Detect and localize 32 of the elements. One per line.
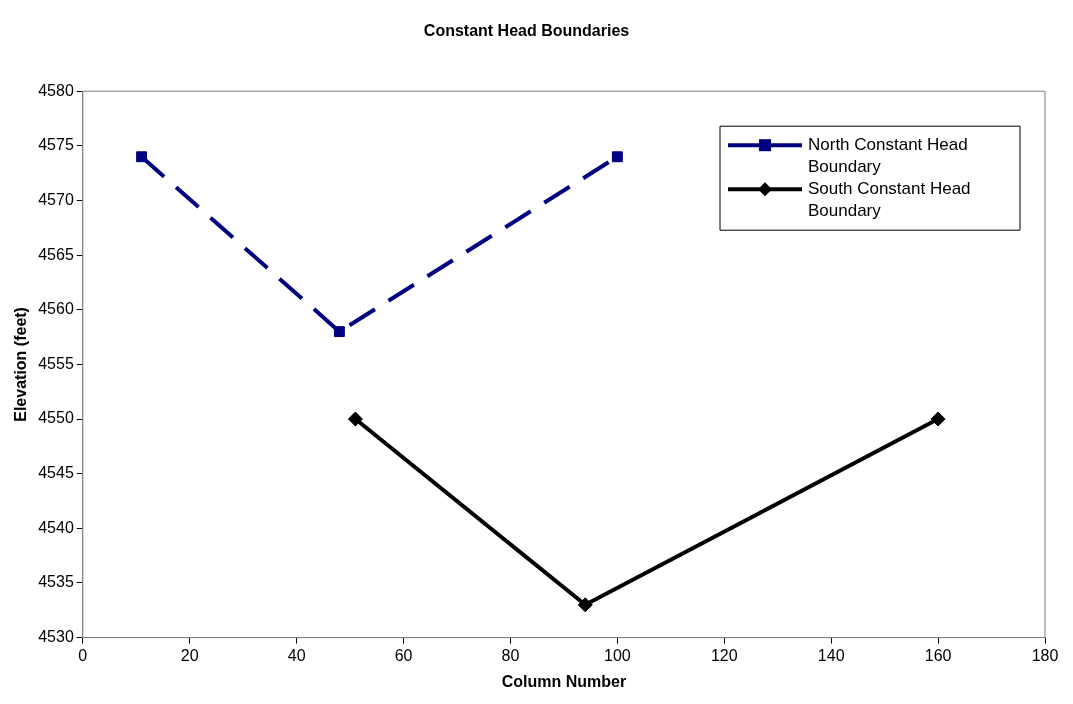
y-tick-label: 4570 <box>38 190 74 208</box>
x-tick-label: 160 <box>924 646 952 664</box>
x-tick-label: 40 <box>287 646 306 664</box>
y-tick-label: 4575 <box>38 136 74 154</box>
y-tick-label: 4560 <box>38 300 74 318</box>
y-tick-label: 4545 <box>38 464 74 482</box>
y-tick-label: 4550 <box>38 409 74 427</box>
point <box>930 411 946 427</box>
x-tick-label: 100 <box>604 646 631 664</box>
y-tick-label: 4555 <box>38 354 74 372</box>
legend-label: South Constant Head Boundary <box>808 178 971 220</box>
y-tick-label: 4530 <box>38 628 74 646</box>
point <box>611 151 623 163</box>
y-axis-title: Elevation (feet) <box>12 307 30 422</box>
x-tick-label: 180 <box>1031 646 1059 664</box>
x-tick-label: 0 <box>78 646 88 664</box>
x-tick-label: 20 <box>180 646 199 664</box>
y-tick-label: 4580 <box>38 81 74 99</box>
x-tick-label: 80 <box>501 646 520 664</box>
legend-label: North Constant Head Boundary <box>808 134 968 176</box>
y-tick-label: 4535 <box>38 573 74 591</box>
x-tick-label: 60 <box>394 646 413 664</box>
point <box>136 151 148 163</box>
point <box>347 411 363 427</box>
y-tick-label: 4565 <box>38 245 74 263</box>
point <box>577 597 593 613</box>
x-tick-label: 120 <box>710 646 738 664</box>
point <box>333 326 345 338</box>
x-axis-title: Column Number <box>501 672 627 690</box>
x-tick-label: 140 <box>817 646 845 664</box>
y-tick-label: 4540 <box>38 518 74 536</box>
chart-title: Constant Head Boundaries <box>423 22 630 40</box>
